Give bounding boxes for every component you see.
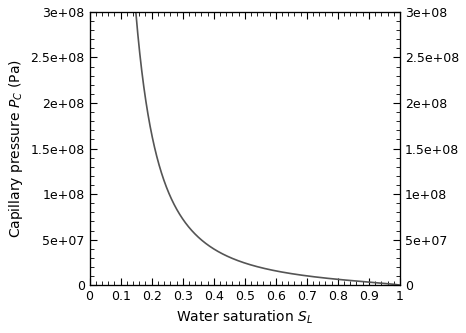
X-axis label: Water saturation $S_L$: Water saturation $S_L$ [176, 309, 313, 326]
Y-axis label: Capillary pressure $P_C$ (Pa): Capillary pressure $P_C$ (Pa) [7, 59, 25, 238]
